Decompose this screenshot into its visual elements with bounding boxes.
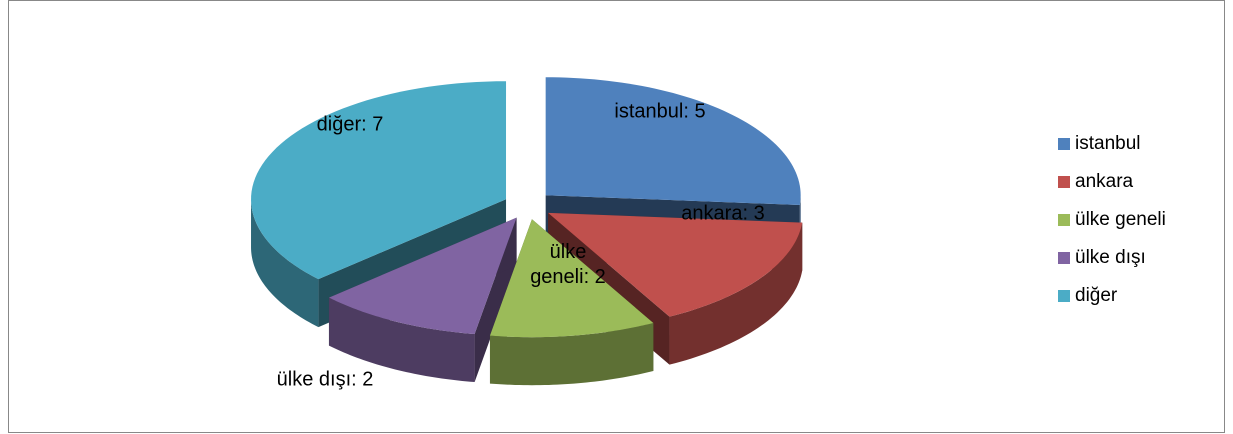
- slice-top: [548, 212, 803, 317]
- slice-top: [328, 217, 517, 335]
- data-label: istanbul: 5: [614, 100, 706, 123]
- slice-wall: [251, 199, 319, 328]
- legend-swatch: [1058, 138, 1070, 150]
- legend-label: ankara: [1075, 171, 1134, 192]
- legend-label: ülke geneli: [1075, 209, 1166, 230]
- pie-slice: [328, 217, 517, 383]
- data-label: diğer: 7: [316, 113, 384, 136]
- slice-top: [489, 219, 654, 338]
- legend-entry: diğer: [1058, 285, 1117, 307]
- slice-wall: [328, 297, 475, 383]
- slice-wall: [669, 222, 803, 365]
- data-label: ülke geneli: 2: [530, 241, 606, 288]
- pie-slice: [489, 219, 654, 386]
- legend-label: diğer: [1075, 285, 1118, 306]
- legend-label: ülke dışı: [1075, 247, 1146, 268]
- slice-top: [251, 81, 507, 280]
- legend-swatch: [1058, 176, 1070, 188]
- data-label: ülke dışı: 2: [276, 368, 374, 391]
- slice-wall: [489, 322, 654, 386]
- legend-entry: ankara: [1058, 171, 1133, 193]
- legend-swatch: [1058, 290, 1070, 302]
- data-label: ankara: 3: [681, 202, 765, 225]
- legend-label: istanbul: [1075, 133, 1141, 154]
- legend-entry: ülke geneli: [1058, 209, 1166, 231]
- legend-entry: ülke dışı: [1058, 247, 1146, 269]
- legend-entry: istanbul: [1058, 133, 1141, 155]
- legend-swatch: [1058, 252, 1070, 264]
- legend-swatch: [1058, 214, 1070, 226]
- slice-top: [545, 77, 801, 205]
